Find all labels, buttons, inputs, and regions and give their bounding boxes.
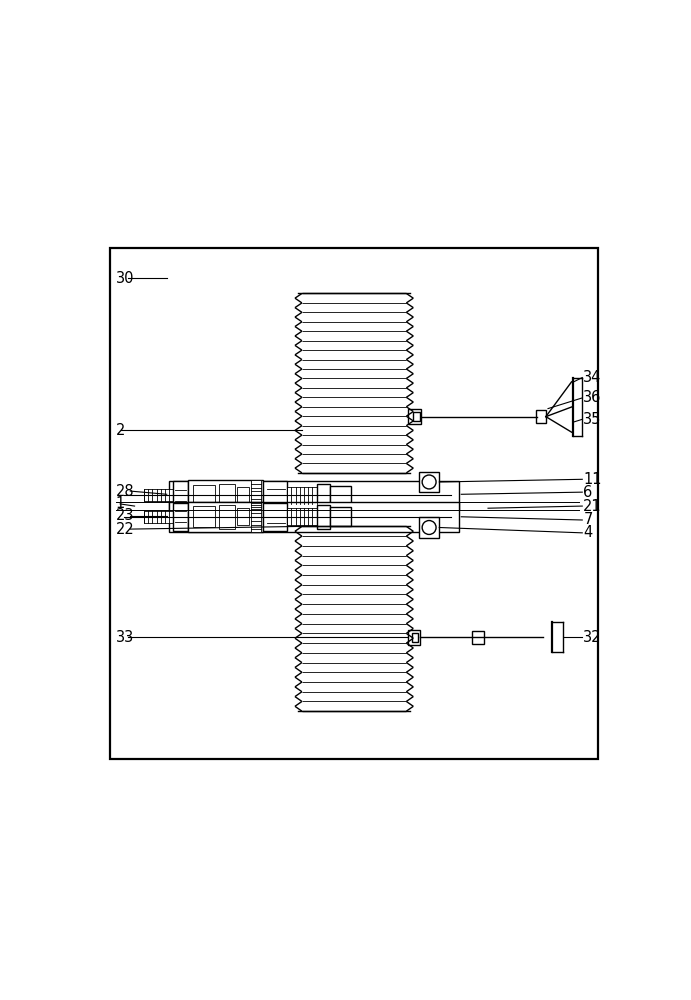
Text: 6: 6 (583, 485, 593, 500)
Text: 35: 35 (583, 412, 602, 427)
Bar (316, 484, 330, 507)
Text: 28: 28 (116, 484, 135, 499)
Bar (412, 633, 418, 642)
Bar (330, 507, 352, 526)
Text: 22: 22 (116, 522, 135, 537)
Bar (193, 485, 215, 506)
Text: 32: 32 (583, 630, 602, 645)
Bar (419, 472, 439, 492)
Bar (144, 489, 173, 501)
Bar (188, 480, 263, 510)
Bar (419, 517, 439, 538)
Bar (219, 484, 235, 507)
Text: 21: 21 (583, 499, 602, 514)
Bar (287, 508, 316, 525)
Bar (193, 506, 215, 527)
Bar (169, 481, 459, 510)
Bar (252, 502, 261, 532)
Bar (173, 503, 188, 531)
Text: 23: 23 (116, 508, 134, 523)
Text: 7: 7 (583, 512, 593, 527)
Text: 34: 34 (583, 370, 602, 385)
Bar (238, 508, 249, 525)
Bar (408, 630, 419, 645)
Bar (263, 503, 287, 531)
Bar (408, 409, 422, 424)
Text: 36: 36 (583, 390, 602, 405)
Text: 2: 2 (116, 423, 125, 438)
Bar (536, 410, 546, 423)
Bar (413, 412, 419, 421)
Text: 4: 4 (583, 525, 593, 540)
Bar (169, 502, 459, 532)
Bar (263, 481, 287, 509)
Bar (219, 505, 235, 529)
Bar (316, 505, 330, 529)
Bar (252, 480, 261, 510)
Bar (472, 631, 484, 644)
Bar (287, 487, 316, 504)
Text: 1: 1 (116, 496, 125, 511)
Bar (188, 502, 263, 532)
Bar (330, 486, 352, 505)
Text: 30: 30 (116, 271, 134, 286)
Text: 33: 33 (116, 630, 134, 645)
Bar (238, 487, 249, 504)
Bar (173, 481, 188, 509)
Text: 11: 11 (583, 472, 602, 487)
Bar (144, 511, 173, 523)
